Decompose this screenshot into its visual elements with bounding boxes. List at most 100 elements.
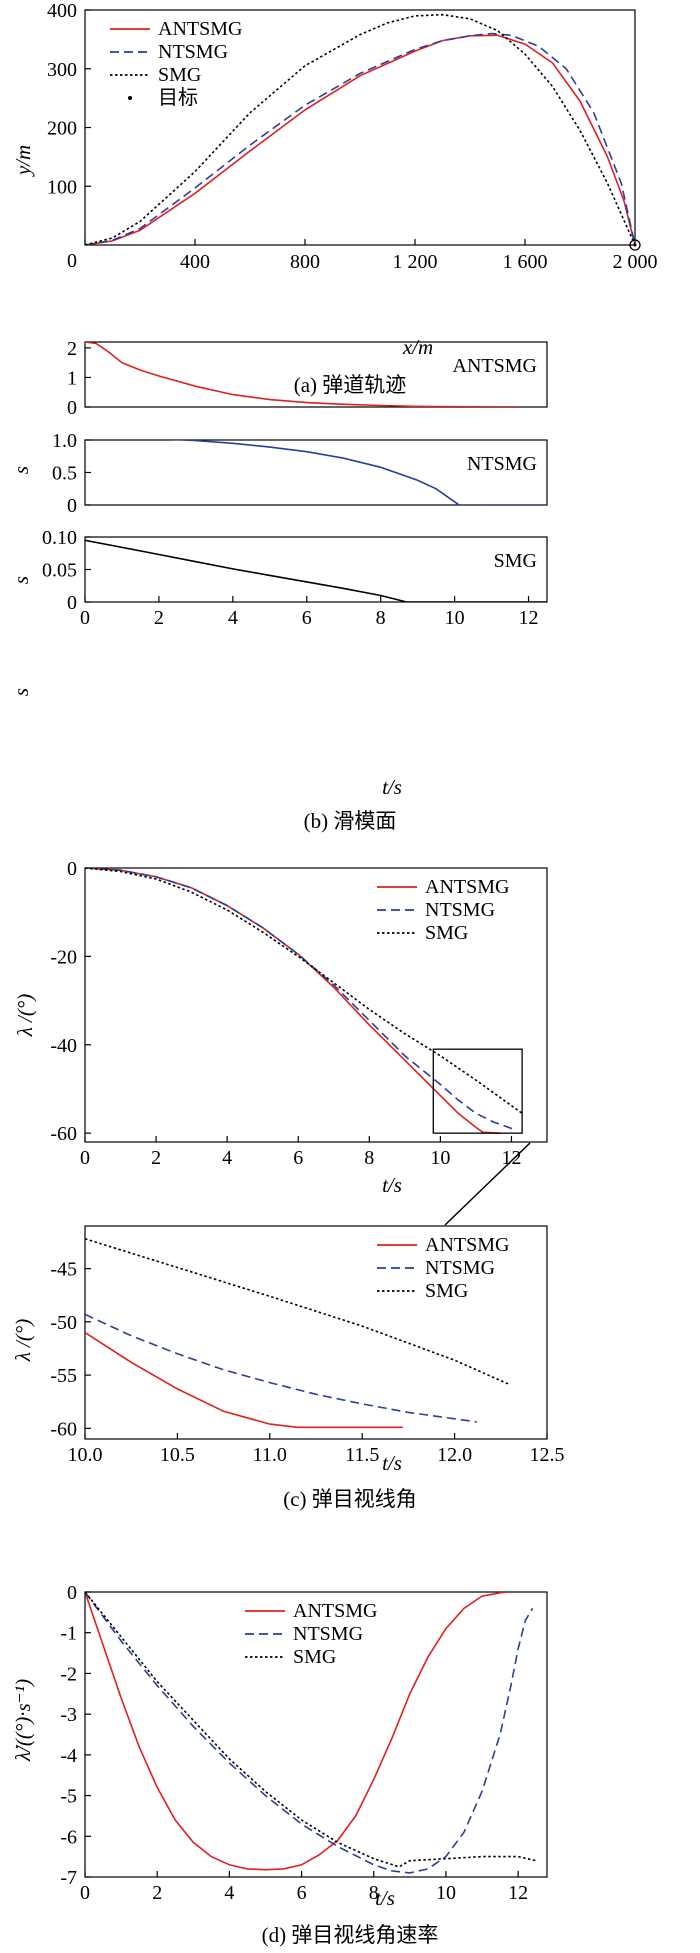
legend-label-ntsmg: NTSMG xyxy=(158,41,228,63)
los_angle-xtick-label: 6 xyxy=(293,1147,303,1169)
los-rate-ylabel: λ̇/((°)·s⁻¹) xyxy=(11,1679,35,1762)
sliding_ntsmg-ytick-label: 0 xyxy=(67,495,77,517)
los_rate-ytick-label: -3 xyxy=(60,1704,77,1726)
trajectory-target-marker xyxy=(629,239,641,251)
los-angle-ylabel: λ /(°) xyxy=(13,994,37,1038)
sliding_ntsmg-ytick-label: 0.5 xyxy=(52,463,77,485)
sliding-smg-chart: s t/s (b) 滑模面 0 2 4 6 8 10 12 0 0.05 0.10 SMG xyxy=(9,527,548,833)
los_angle_zoom-series-antsmg xyxy=(85,1331,403,1429)
los-angle-chart: λ /(°) t/s 0 2 4 6 8 10 12 0 -20 -40 -60 ANTSMGNTSM… xyxy=(13,858,548,1197)
trajectory-xtick-label: 400 xyxy=(180,251,210,273)
los-rate-xlabel: t/s xyxy=(375,1886,395,1910)
los_angle_zoom-xtick-label: 12.0 xyxy=(437,1444,472,1466)
los_angle_zoom-series-smg xyxy=(85,1238,511,1386)
sliding_ntsmg-ytick-label: 1.0 xyxy=(52,430,77,452)
los_angle_zoom-ytick-label: -60 xyxy=(50,1418,77,1440)
los-angle-zoom-xlabel: t/s xyxy=(382,1451,402,1475)
sliding_antsmg-series-antsmg xyxy=(85,342,518,407)
sliding-ntsmg-chart: s 0 0.5 1.0 NTSMG xyxy=(9,430,548,584)
trajectory-xtick-label: 2 000 xyxy=(613,251,658,273)
los_angle-series-ntsmg xyxy=(85,868,516,1131)
legend-label-smg: SMG xyxy=(158,64,201,86)
los_angle-ytick-label: -20 xyxy=(50,946,77,968)
los_angle-xtick-label: 0 xyxy=(80,1147,90,1169)
legend-label-ntsmg: NTSMG xyxy=(293,1623,363,1645)
sliding_smg-ytick-label: 0.05 xyxy=(42,560,77,582)
los_angle-series-smg xyxy=(85,868,523,1114)
los_rate-xtick-label: 12 xyxy=(508,1882,528,1904)
sliding_antsmg-ytick-label: 2 xyxy=(67,338,77,360)
los_rate-ytick-label: -1 xyxy=(60,1623,77,1645)
trajectory-series-smg xyxy=(85,13,635,245)
sliding_smg-ytick-label: 0 xyxy=(67,592,77,614)
legend-label-antsmg: ANTSMG xyxy=(425,876,509,898)
los_rate-ytick-label: -5 xyxy=(60,1786,77,1808)
sliding_smg-series-smg xyxy=(85,539,547,602)
los_rate-series-antsmg xyxy=(85,1592,508,1871)
los_rate-series-smg xyxy=(85,1592,537,1868)
legend-marker-target xyxy=(128,96,132,100)
sliding-antsmg-ylabel: s xyxy=(9,466,33,474)
trajectory-xtick-label: 1 200 xyxy=(393,251,438,273)
los_angle-plot-frame xyxy=(84,867,548,1143)
los_rate-plot-frame xyxy=(84,1591,548,1878)
trajectory-ytick-label: 200 xyxy=(47,118,77,140)
trajectory-chart: y/m x/m (a) 弹道轨迹 400 800 1 200 1 600 2 000 1 0… xyxy=(11,0,658,397)
sliding_smg-plot-frame xyxy=(84,536,548,603)
los_angle_zoom-xtick-label: 11.5 xyxy=(345,1444,379,1466)
legend-label-antsmg: ANTSMG xyxy=(425,1234,509,1256)
los_rate-ytick-label: 0 xyxy=(67,1582,77,1604)
sliding_antsmg-ytick-label: 1 xyxy=(67,367,77,389)
los_rate-xtick-label: 2 xyxy=(152,1882,162,1904)
los_rate-ytick-label: -2 xyxy=(60,1663,77,1685)
trajectory-origin-label: 0 xyxy=(67,250,77,272)
sliding_antsmg-plot-frame xyxy=(84,341,548,408)
trajectory-xtick-label: 1 600 xyxy=(503,251,548,273)
sliding_smg-xtick-label: 10 xyxy=(445,607,465,629)
los_angle_zoom-ytick-label: -55 xyxy=(50,1365,77,1387)
sliding_smg-xtick-label: 12 xyxy=(519,607,539,629)
legend-label-antsmg: ANTSMG xyxy=(293,1600,377,1622)
los-rate-chart: λ̇/((°)·s⁻¹) t/s (d) 弹目视线角速率 0 2 4 6 8 10 120-… xyxy=(11,1582,548,1947)
sliding-antsmg-chart: s 0 1 2 ANTSMG xyxy=(9,338,548,474)
los_angle_zoom-xtick-label: 11.0 xyxy=(253,1444,287,1466)
los_angle-ytick-label: -60 xyxy=(50,1123,77,1145)
sliding_ntsmg-panel-label: NTSMG xyxy=(467,453,537,475)
trajectory-target-point xyxy=(633,243,637,247)
sliding_smg-xtick-label: 0 xyxy=(80,607,90,629)
trajectory-series-antsmg xyxy=(85,34,635,245)
los_angle-xtick-label: 2 xyxy=(151,1147,161,1169)
sliding_smg-xtick-label: 8 xyxy=(376,607,386,629)
los_rate-xtick-label: 6 xyxy=(297,1882,307,1904)
trajectory-ylabel: y/m xyxy=(11,145,35,177)
los_angle_zoom-xtick-label: 10.0 xyxy=(68,1444,103,1466)
sliding_smg-xtick-label: 4 xyxy=(228,607,238,629)
caption-a: (a) 弹道轨迹 xyxy=(294,373,407,397)
sliding_smg-xtick-label: 6 xyxy=(302,607,312,629)
los-angle-zoom-chart: λ /(°) t/s (c) 弹目视线角 10.0 10.5 11.0 11.5 12.… xyxy=(11,1225,565,1511)
los_rate-xtick-label: 4 xyxy=(224,1882,234,1904)
los_angle-xtick-label: 4 xyxy=(222,1147,232,1169)
legend-label-ntsmg: NTSMG xyxy=(425,899,495,921)
los_angle_zoom-xtick-label: 10.5 xyxy=(160,1444,195,1466)
sliding_smg-panel-label: SMG xyxy=(494,550,537,572)
legend-label-smg: SMG xyxy=(425,1280,468,1302)
los_angle_zoom-xtick-label: 12.5 xyxy=(530,1444,565,1466)
zoom-connector-line xyxy=(444,1142,531,1226)
los_angle_zoom-ytick-label: -45 xyxy=(50,1259,77,1281)
los-angle-zoom-ylabel: λ /(°) xyxy=(11,1319,35,1363)
trajectory-ytick-label: 300 xyxy=(47,59,77,81)
legend-label-smg: SMG xyxy=(425,922,468,944)
trajectory-xlabel: x/m xyxy=(402,335,433,359)
trajectory-ytick-label: 400 xyxy=(47,0,77,22)
los_rate-ytick-label: -6 xyxy=(60,1826,77,1848)
caption-b: (b) 滑模面 xyxy=(304,809,397,833)
legend-label-目标: 目标 xyxy=(158,86,198,109)
trajectory-xtick-label: 800 xyxy=(290,251,320,273)
los_rate-ytick-label: -7 xyxy=(60,1867,77,1889)
